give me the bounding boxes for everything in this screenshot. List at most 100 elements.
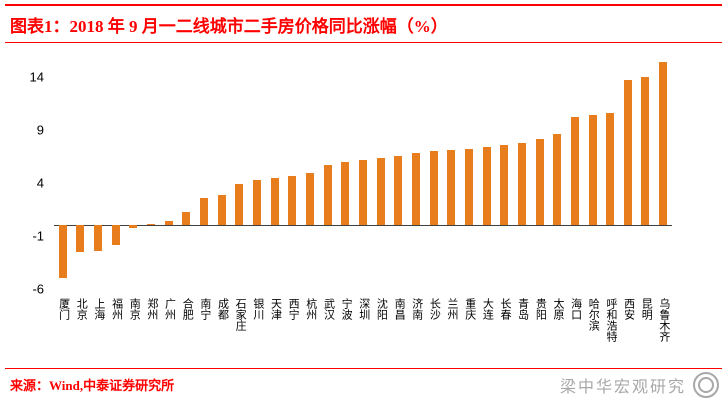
y-tick-label: -1 — [32, 228, 44, 244]
bar-column — [601, 54, 619, 294]
bar-column — [566, 54, 584, 294]
bar-column — [619, 54, 637, 294]
watermark-logo-icon — [693, 372, 719, 398]
x-tick-label: 合肥 — [181, 298, 194, 320]
x-axis-labels: 厦门 北京 上海 福州 南京 郑州 广州 合肥 南宁 成都 石家庄 银川 天津 西宁 杭州 武汉 宁波 深圳 沈阳南… — [54, 298, 672, 342]
watermark: 梁中华宏观研究 — [560, 372, 719, 398]
top-red-rule — [5, 4, 722, 6]
footer-red-rule — [5, 368, 722, 369]
y-tick-label: -6 — [32, 281, 44, 297]
bar-column — [72, 54, 90, 294]
title-underline-rule — [5, 42, 722, 43]
bar-column — [107, 54, 125, 294]
y-tick-label: 14 — [29, 69, 44, 85]
x-tick-label: 宁波 — [340, 298, 353, 320]
x-tick-label: 兰州 — [446, 298, 459, 320]
x-tick-label: 深圳 — [357, 298, 370, 320]
chart-title: 图表1：2018 年 9 月一二线城市二手房价格同比涨幅（%） — [10, 17, 448, 36]
x-tick-label: 福州 — [110, 298, 123, 320]
bar-column — [125, 54, 143, 294]
bar-column — [248, 54, 266, 294]
x-tick-label: 杭州 — [304, 298, 317, 320]
bar-福州 — [111, 225, 120, 246]
bar-column — [301, 54, 319, 294]
bar-济南 — [411, 153, 420, 226]
bar-column — [425, 54, 443, 294]
x-tick-label: 济南 — [410, 298, 423, 320]
x-tick-label: 长春 — [499, 298, 511, 320]
bar-column — [178, 54, 196, 294]
x-tick-label: 上海 — [92, 298, 105, 320]
x-tick-label: 郑州 — [145, 298, 158, 320]
bar-青岛 — [517, 142, 526, 226]
bar-深圳 — [358, 159, 367, 226]
bar-column — [654, 54, 672, 294]
bar-长春 — [500, 144, 509, 226]
bar-哈尔滨 — [588, 115, 597, 226]
bar-chart: 14 9 4 -1 -6 — [14, 54, 714, 297]
bar-column — [495, 54, 513, 294]
bar-column — [319, 54, 337, 294]
x-tick-label: 乌鲁木齐 — [657, 298, 670, 342]
x-tick-label: 太原 — [551, 298, 564, 320]
x-tick-label: 贵阳 — [534, 298, 547, 320]
x-tick-label: 银川 — [251, 298, 264, 320]
bar-南宁 — [200, 197, 209, 226]
bar-column — [337, 54, 355, 294]
x-tick-label: 昆明 — [640, 298, 653, 320]
bar-海口 — [570, 117, 579, 226]
plot-area — [54, 54, 672, 294]
x-tick-label: 重庆 — [463, 298, 476, 320]
x-tick-label: 沈阳 — [375, 298, 388, 320]
bar-厦门 — [58, 225, 67, 279]
bar-太原 — [553, 134, 562, 226]
x-tick-label: 石家庄 — [234, 298, 247, 331]
bar-乌鲁木齐 — [659, 62, 668, 226]
bar-column — [584, 54, 602, 294]
bar-column — [89, 54, 107, 294]
x-tick-label: 南昌 — [393, 298, 406, 320]
x-tick-label: 长沙 — [428, 298, 441, 320]
bar-column — [442, 54, 460, 294]
bar-column — [637, 54, 655, 294]
zero-axis-line — [54, 225, 672, 227]
x-tick-label: 武汉 — [322, 298, 335, 320]
bar-column — [160, 54, 178, 294]
bar-宁波 — [341, 161, 350, 226]
bar-南京 — [129, 225, 138, 229]
bar-column — [142, 54, 160, 294]
bar-北京 — [76, 225, 85, 252]
bar-column — [266, 54, 284, 294]
watermark-text: 梁中华宏观研究 — [559, 379, 686, 396]
bar-广州 — [164, 221, 173, 226]
bar-西宁 — [288, 175, 297, 226]
bar-column — [389, 54, 407, 294]
bar-column — [513, 54, 531, 294]
bars — [54, 54, 672, 294]
x-tick-label: 西安 — [622, 298, 635, 320]
bar-column — [531, 54, 549, 294]
y-tick-label: 9 — [36, 122, 44, 138]
x-tick-label: 北京 — [75, 298, 88, 320]
x-tick-label: 成都 — [216, 298, 229, 320]
bar-column — [195, 54, 213, 294]
bar-column — [548, 54, 566, 294]
bar-长沙 — [429, 151, 438, 226]
bar-石家庄 — [235, 184, 244, 226]
bar-成都 — [217, 194, 226, 226]
bar-郑州 — [147, 224, 156, 226]
y-axis: 14 9 4 -1 -6 — [14, 54, 50, 297]
bar-呼和浩特 — [606, 113, 615, 226]
bar-合肥 — [182, 211, 191, 226]
bar-兰州 — [447, 150, 456, 226]
bar-column — [231, 54, 249, 294]
y-tick-label: 4 — [36, 175, 44, 191]
x-tick-label: 呼和浩特 — [604, 298, 617, 342]
x-tick-label: 南宁 — [198, 298, 211, 320]
bar-column — [372, 54, 390, 294]
bar-银川 — [253, 179, 262, 226]
bar-昆明 — [641, 77, 650, 226]
bar-column — [478, 54, 496, 294]
bar-大连 — [482, 147, 491, 226]
bar-上海 — [94, 225, 103, 251]
